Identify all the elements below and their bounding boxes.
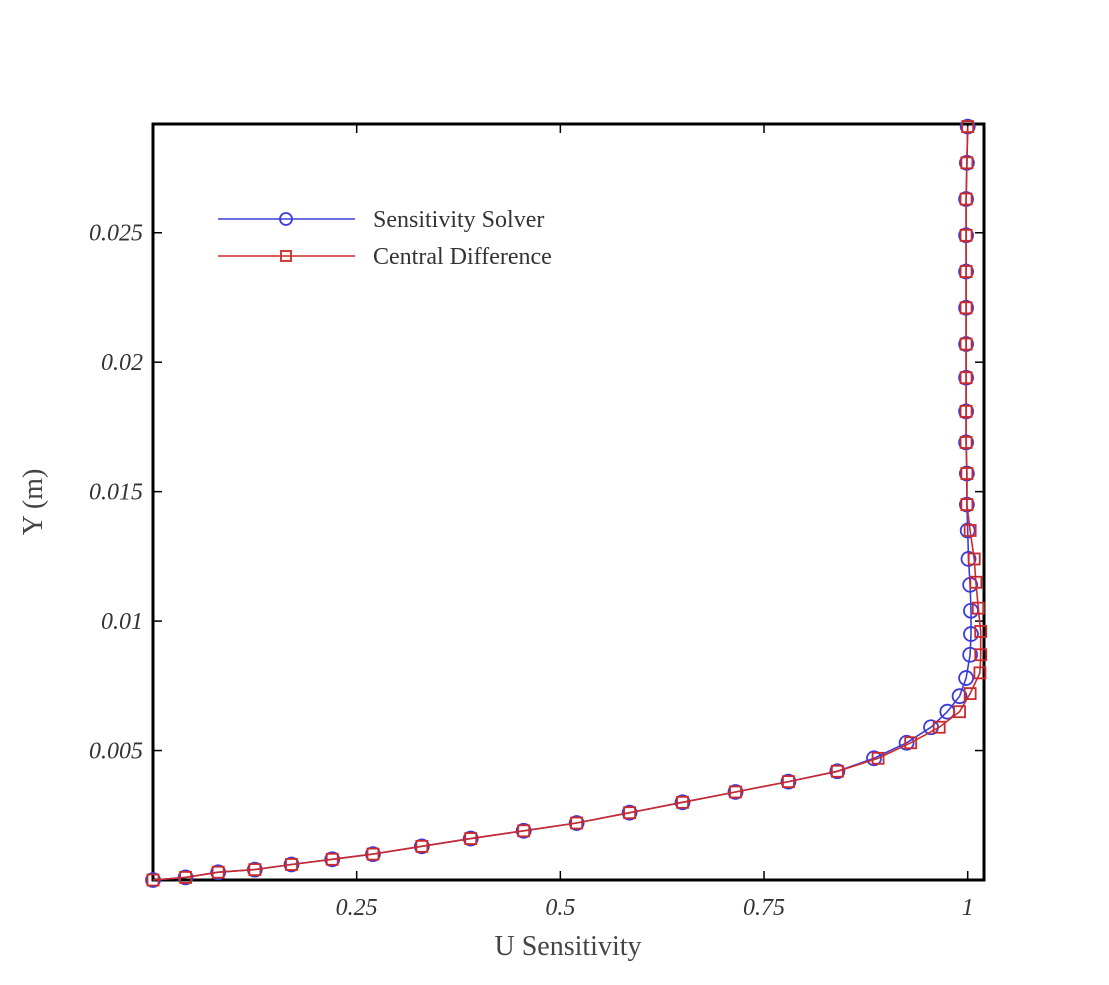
data-point-sensitivity-solver — [324, 851, 341, 868]
data-point-sensitivity-solver — [515, 822, 532, 839]
legend: Sensitivity Solver Central Difference — [218, 207, 552, 270]
x-tick-label: 1 — [962, 895, 974, 921]
data-point-central-difference — [959, 301, 973, 315]
data-point-central-difference — [623, 806, 637, 820]
data-point-sensitivity-solver — [727, 784, 744, 800]
data-point-central-difference — [179, 871, 192, 884]
data-point-central-difference — [959, 371, 973, 385]
data-point-sensitivity-solver — [365, 846, 381, 863]
y-tick-label: 0.005 — [89, 739, 143, 765]
data-point-central-difference — [960, 156, 974, 170]
data-point-sensitivity-solver — [621, 804, 638, 821]
data-point-central-difference — [963, 687, 977, 700]
data-point-central-difference — [570, 816, 584, 830]
data-point-sensitivity-solver — [962, 646, 979, 663]
series-layer — [145, 118, 988, 888]
data-point-sensitivity-solver — [413, 838, 430, 855]
x-tick-label: 0.5 — [545, 895, 575, 921]
data-point-central-difference — [969, 575, 983, 589]
data-point-central-difference — [959, 265, 973, 278]
data-point-central-difference — [960, 498, 974, 511]
y-tick-label: 0.01 — [101, 609, 143, 635]
data-point-sensitivity-solver — [963, 626, 979, 642]
data-point-sensitivity-solver — [462, 830, 479, 847]
data-point-central-difference — [729, 785, 742, 799]
data-point-central-difference — [959, 436, 973, 449]
data-point-central-difference — [974, 648, 988, 662]
data-point-sensitivity-solver — [960, 551, 977, 567]
data-point-central-difference — [464, 832, 478, 845]
series-line-central-difference — [152, 126, 982, 881]
data-point-central-difference — [963, 524, 977, 537]
data-point-central-difference — [959, 228, 973, 242]
data-point-sensitivity-solver — [951, 688, 968, 705]
data-point-sensitivity-solver — [866, 750, 882, 767]
y-tick-label: 0.02 — [101, 350, 143, 376]
legend-label-sensitivity-solver: Sensitivity Solver — [373, 207, 544, 233]
data-point-central-difference — [517, 824, 531, 838]
x-axis-label: U Sensitivity — [494, 931, 641, 962]
data-point-sensitivity-solver — [898, 734, 915, 751]
y-tick-label: 0.015 — [89, 480, 143, 506]
data-point-central-difference — [211, 865, 225, 879]
plot-frame — [151, 122, 986, 882]
data-point-sensitivity-solver — [829, 763, 846, 780]
data-point-sensitivity-solver — [568, 815, 585, 831]
data-point-sensitivity-solver — [959, 522, 976, 539]
data-point-central-difference — [974, 625, 988, 638]
y-axis-ticks: 0.005 0.01 0.015 0.02 0.025 — [89, 221, 984, 765]
y-tick-label: 0.025 — [89, 221, 143, 247]
data-point-central-difference — [366, 847, 380, 861]
x-tick-label: 0.25 — [336, 895, 378, 921]
data-point-central-difference — [285, 858, 298, 871]
data-point-central-difference — [146, 873, 160, 887]
data-point-central-difference — [904, 736, 918, 750]
data-point-central-difference — [325, 852, 339, 866]
data-point-central-difference — [676, 795, 689, 809]
x-axis-ticks: 0.25 0.5 0.75 1 — [336, 124, 974, 921]
data-point-central-difference — [830, 764, 844, 778]
legend-marker-sensitivity-solver — [279, 212, 293, 226]
x-tick-label: 0.75 — [743, 895, 785, 921]
data-point-central-difference — [782, 775, 795, 789]
legend-marker-central-difference — [280, 250, 292, 262]
data-point-central-difference — [953, 705, 966, 719]
data-point-central-difference — [959, 404, 973, 418]
data-point-sensitivity-solver — [958, 670, 974, 686]
data-point-sensitivity-solver — [780, 773, 797, 790]
y-axis-label: Y (m) — [18, 469, 49, 536]
data-point-central-difference — [959, 192, 973, 206]
data-point-central-difference — [960, 467, 974, 480]
data-point-central-difference — [871, 751, 885, 765]
data-point-sensitivity-solver — [674, 794, 691, 811]
legend-label-central-difference: Central Difference — [373, 244, 552, 270]
data-point-central-difference — [971, 601, 985, 615]
data-point-central-difference — [961, 120, 975, 133]
data-point-central-difference — [415, 839, 429, 853]
data-point-central-difference — [959, 337, 973, 351]
data-point-central-difference — [973, 666, 987, 680]
data-point-sensitivity-solver — [283, 856, 300, 873]
data-point-central-difference — [248, 863, 262, 877]
data-point-central-difference — [967, 552, 981, 566]
data-point-central-difference — [932, 720, 946, 734]
